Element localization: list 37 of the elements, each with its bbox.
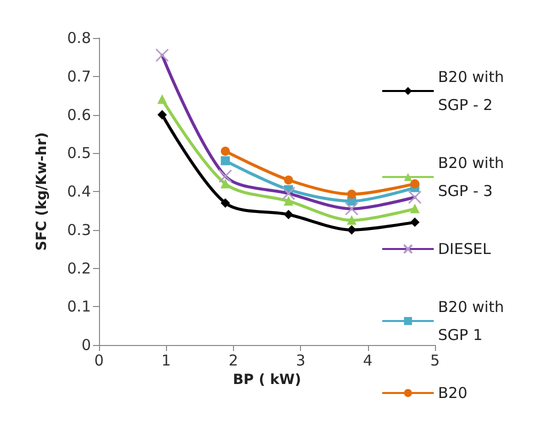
y-tick-label: 0.1 — [67, 298, 91, 316]
point — [220, 198, 230, 208]
point — [410, 179, 420, 188]
legend-label: B20 with SGP 1 — [438, 298, 509, 344]
x-axis-title: BP ( kW) — [232, 372, 302, 388]
point — [284, 175, 294, 184]
y-tick-label: 0.5 — [67, 144, 91, 162]
point — [158, 94, 167, 104]
point — [220, 156, 230, 166]
x-tick-label: 1 — [161, 352, 171, 370]
legend-label: B20 with SGP - 3 — [438, 154, 509, 200]
point — [410, 204, 420, 214]
y-tick-label: 0.8 — [67, 29, 91, 47]
legend-label: B20 — [438, 384, 468, 402]
point — [410, 218, 420, 227]
legend-label: B20 with SGP - 2 — [438, 68, 509, 114]
y-tick-label: 0.4 — [67, 182, 91, 200]
point — [347, 216, 356, 225]
y-tick-label: 0.6 — [67, 106, 91, 124]
point — [220, 146, 230, 156]
x-tick-label: 5 — [430, 352, 440, 370]
y-tick-label: 0.7 — [67, 67, 91, 86]
point — [284, 210, 294, 220]
point — [347, 225, 356, 234]
y-tick-label: 0.3 — [67, 220, 91, 239]
y-tick-label: 0 — [81, 336, 91, 354]
point — [158, 110, 167, 120]
x-tick-label: 4 — [363, 352, 373, 370]
point — [220, 179, 230, 188]
point — [284, 196, 294, 206]
x-tick-label: 3 — [296, 352, 306, 370]
x-tick-label: 2 — [228, 352, 238, 370]
x-tick-label: 0 — [94, 352, 104, 370]
legend-label: DIESEL — [438, 240, 492, 258]
y-axis-title: SFC (kg/Kw-hr) — [34, 132, 50, 251]
y-tick-label: 0.2 — [67, 259, 91, 278]
point — [347, 190, 356, 199]
